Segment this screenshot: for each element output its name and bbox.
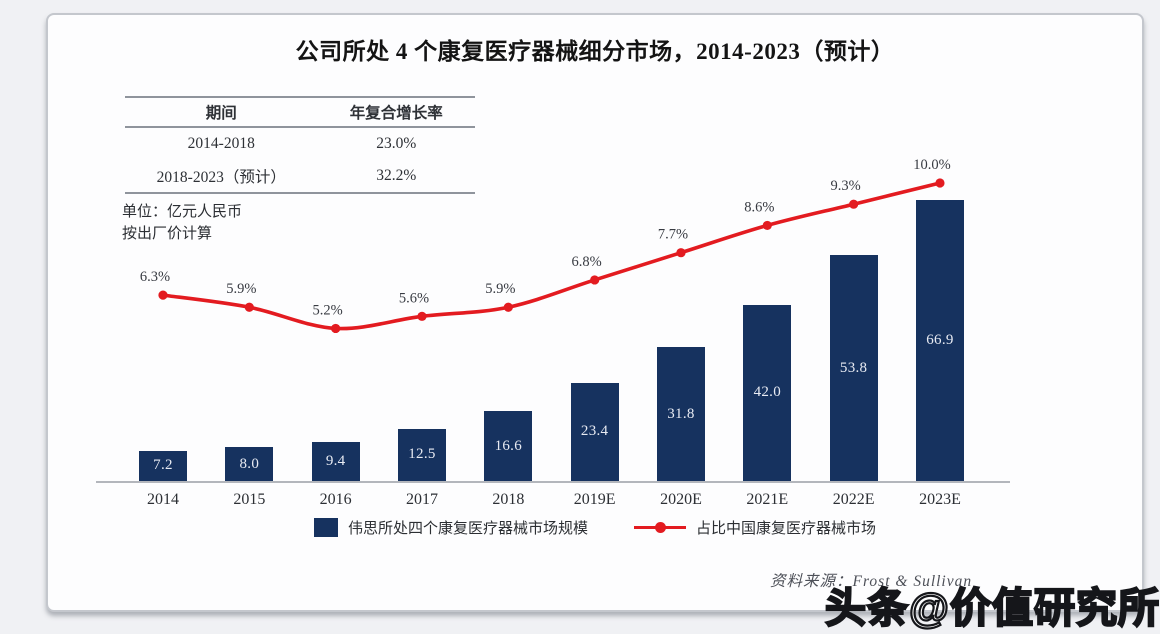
line-point-2016 — [331, 323, 341, 334]
line-series-marker-icon — [634, 518, 686, 537]
bar-2019E: 23.4 — [570, 382, 619, 481]
bar-series-swatch-icon — [313, 518, 338, 537]
line-point-2017 — [417, 311, 427, 321]
cagr-row2-period: 2018-2023（预计） — [156, 169, 286, 186]
bar-value-label: 31.8 — [667, 405, 695, 422]
legend-item-bar-series: 伟思所处四个康复医疗器械市场规模 — [313, 517, 588, 538]
cagr-header-rate: 年复合增长率 — [349, 105, 443, 122]
line-point-2014 — [158, 290, 168, 300]
x-axis-label-2019E: 2019E — [573, 491, 616, 508]
line-value-label: 7.7% — [658, 227, 688, 243]
line-point-2023E — [935, 178, 945, 188]
line-value-label: 5.9% — [226, 281, 256, 297]
bar-2020E: 31.8 — [656, 347, 705, 481]
line-point-2018 — [503, 302, 513, 312]
legend-item-line-series: 占比中国康复医疗器械市场 — [634, 517, 876, 538]
line-value-label: 5.9% — [485, 281, 515, 297]
x-axis-label-2014: 2014 — [147, 491, 179, 508]
bar-2014: 7.2 — [139, 450, 187, 481]
cagr-table-row: 2018-2023（预计） 32.2% — [125, 160, 475, 192]
cagr-table-header-row: 期间 年复合增长率 — [125, 98, 475, 128]
bar-2022E: 53.8 — [829, 255, 878, 481]
bar-value-label: 16.6 — [494, 437, 523, 454]
line-value-label: 9.3% — [831, 178, 861, 194]
line-series-path — [161, 181, 942, 331]
x-axis-label-2015: 2015 — [233, 491, 266, 508]
line-point-2019E — [590, 275, 600, 285]
line-value-label: 6.8% — [572, 254, 602, 270]
unit-note-line1: 单位：亿元人民币 — [122, 203, 243, 220]
cagr-table: 期间 年复合增长率 2014-2018 23.0% 2018-2023（预计） … — [125, 96, 475, 194]
x-axis-label-2018: 2018 — [492, 491, 525, 508]
bar-2015: 8.0 — [225, 447, 274, 481]
x-axis-label-2016: 2016 — [319, 491, 352, 508]
legend-label-bar-series: 伟思所处四个康复医疗器械市场规模 — [347, 520, 588, 537]
x-axis-label-2020E: 2020E — [660, 491, 702, 508]
unit-note: 单位：亿元人民币 按出厂价计算 — [122, 201, 242, 245]
bar-value-label: 7.2 — [153, 457, 173, 474]
legend-label-line-series: 占比中国康复医疗器械市场 — [696, 520, 877, 537]
line-point-2022E — [849, 199, 859, 209]
cagr-row2-rate: 32.2% — [376, 167, 417, 184]
line-point-2015 — [244, 302, 254, 312]
x-axis-label-2021E: 2021E — [746, 491, 789, 508]
bar-2017: 12.5 — [397, 428, 446, 481]
chart-title: 公司所处 4 个康复医疗器械细分市场，2014-2023（预计） — [295, 39, 895, 64]
bar-2023E: 66.9 — [915, 200, 964, 481]
bar-value-label: 53.8 — [839, 359, 868, 376]
bar-value-label: 42.0 — [753, 384, 782, 401]
bar-value-label: 12.5 — [408, 446, 436, 463]
unit-note-line2: 按出厂价计算 — [122, 225, 213, 242]
bar-value-label: 8.0 — [239, 455, 260, 472]
x-axis-label-2017: 2017 — [405, 491, 438, 508]
bar-2018: 16.6 — [484, 411, 533, 481]
line-value-label: 5.2% — [313, 302, 343, 318]
line-value-label: 5.6% — [399, 290, 429, 306]
x-axis-line — [96, 481, 1010, 483]
source-note: 资料来源：Frost & Sullivan — [770, 573, 973, 590]
bar-value-label: 9.4 — [325, 452, 346, 469]
chart-legend: 伟思所处四个康复医疗器械市场规模 占比中国康复医疗器械市场 — [46, 517, 1144, 538]
bar-2016: 9.4 — [311, 441, 360, 481]
cagr-row1-rate: 23.0% — [376, 135, 417, 152]
cagr-table-row: 2014-2018 23.0% — [125, 128, 475, 160]
cagr-row1-period: 2014-2018 — [187, 135, 255, 152]
bar-value-label: 23.4 — [580, 423, 609, 440]
line-value-label: 10.0% — [913, 157, 950, 173]
line-point-2020E — [676, 248, 686, 258]
bar-value-label: 66.9 — [926, 332, 954, 348]
x-axis-label-2023E: 2023E — [919, 491, 961, 508]
cagr-header-period: 期间 — [205, 105, 237, 122]
line-point-2021E — [762, 220, 772, 231]
watermark: 头条@价值研究所 — [824, 584, 1160, 632]
line-value-label: 8.6% — [744, 199, 774, 215]
bar-2021E: 42.0 — [743, 304, 792, 481]
line-value-label: 6.3% — [140, 269, 170, 285]
x-axis-label-2022E: 2022E — [832, 491, 875, 508]
